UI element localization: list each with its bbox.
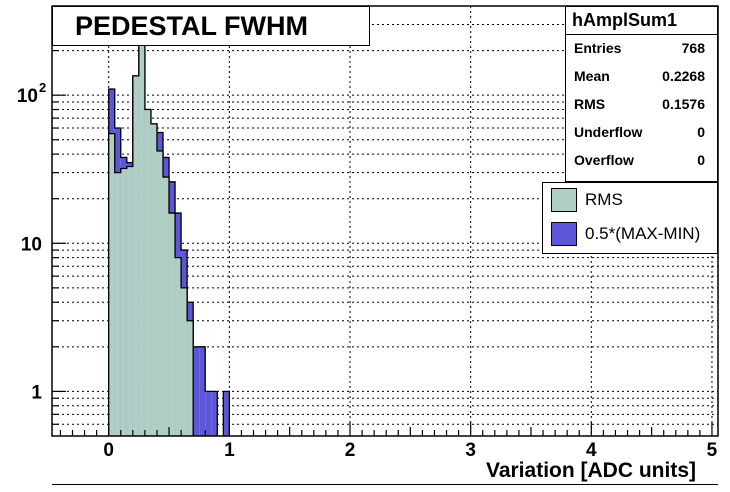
x-tick-label: 4 [586,440,597,461]
histogram-bar [169,213,176,436]
y-tick-label: 10 [21,234,42,255]
stats-histogram-name: hAmplSum1 [566,7,717,35]
histogram-bar [193,346,200,436]
histogram-bar [175,257,182,436]
chart-title: PEDESTAL FWHM [75,11,308,41]
y-tick-label-exponent: 2 [39,80,46,95]
y-tick-label: 1 [31,382,42,403]
stats-value: 0 [697,152,705,168]
stats-value: 0 [697,124,705,140]
histogram-bar [132,75,139,437]
stats-label: Underflow [574,124,643,140]
axis-ticks [52,23,713,436]
histogram-bar [199,346,206,436]
legend-entry-rms: RMS [543,183,717,217]
stats-row-mean: Mean 0.2268 [566,63,717,91]
stats-label: Mean [574,68,610,84]
x-tick-label: 1 [224,440,235,461]
histogram-bar [223,391,230,436]
legend-swatch [551,222,577,246]
histogram-outline [108,17,231,436]
histogram-bar [211,391,218,436]
legend-swatch [551,188,577,212]
chart-title-box: PEDESTAL FWHM [52,6,370,46]
x-axis-label: Variation [ADC units] [485,459,696,482]
stats-box: hAmplSum1 Entries 768 Mean 0.2268 RMS 0.… [565,6,718,182]
stats-label: Overflow [574,152,634,168]
legend: RMS 0.5*(MAX-MIN) [542,182,718,254]
stats-row-overflow: Overflow 0 [566,147,717,175]
histogram-bar [163,177,170,436]
histogram-bar [108,133,115,436]
lower-panel-edge [52,484,718,492]
stats-row-underflow: Underflow 0 [566,119,717,147]
stats-row-rms: RMS 0.1576 [566,91,717,119]
histogram-bar [144,109,151,437]
stats-value: 768 [681,40,705,56]
stats-row-entries: Entries 768 [566,35,717,63]
legend-label: 0.5*(MAX-MIN) [585,224,701,243]
plot-frame [51,5,719,437]
legend-entry-maxmin: 0.5*(MAX-MIN) [543,217,717,251]
x-tick-label: 0 [103,440,114,461]
x-tick-label: 3 [465,440,476,461]
histogram-bar [205,391,212,436]
histogram-bar [120,168,127,436]
histogram-bar [114,172,121,436]
stats-value: 0.2268 [662,68,705,84]
y-tick-label: 10 [17,86,38,107]
histogram-bars [108,17,231,437]
histogram-bar [150,123,157,436]
x-tick-label: 5 [707,440,718,461]
legend-label: RMS [585,190,623,209]
histogram-bar [181,287,188,436]
histogram-bar [156,150,163,436]
histogram-bar [187,320,194,436]
stats-value: 0.1576 [662,96,705,112]
stats-label: RMS [574,96,606,112]
stats-label: Entries [574,40,622,56]
histogram-bar [126,166,133,436]
histogram-outline [108,17,194,436]
x-tick-label: 2 [345,440,356,461]
histogram-bar [138,18,145,437]
